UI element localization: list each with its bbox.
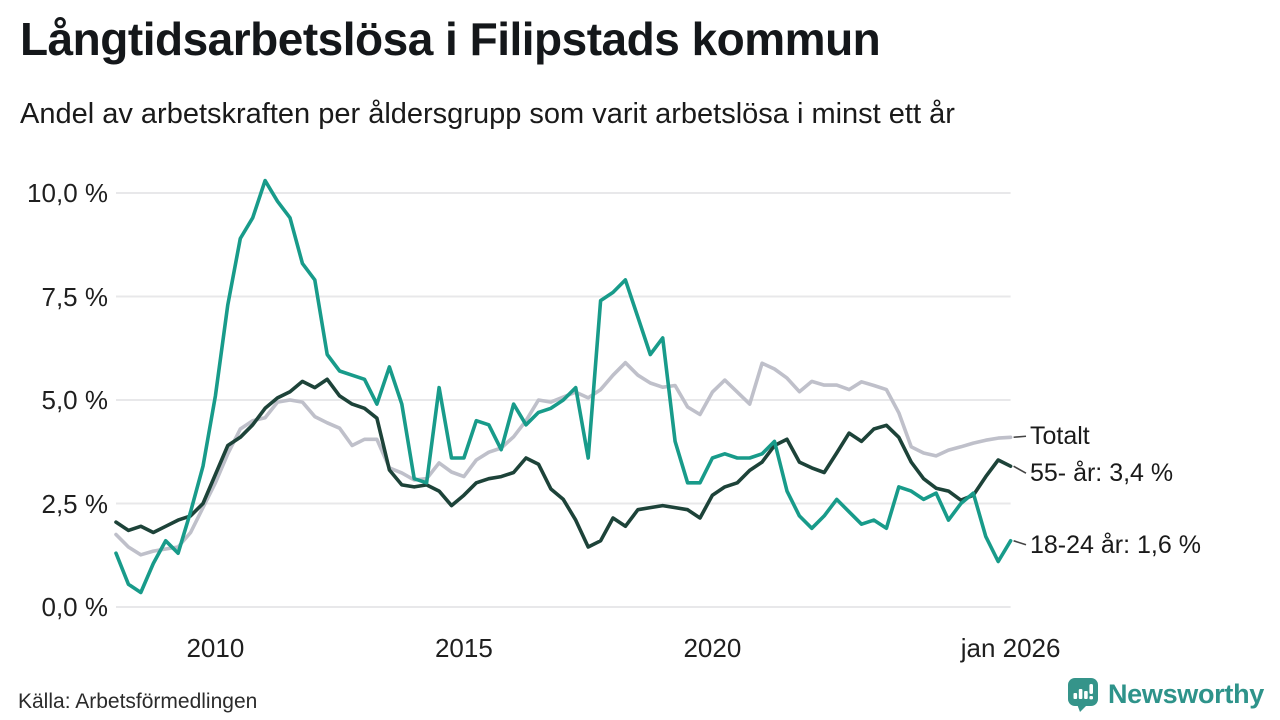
page-title: Långtidsarbetslösa i Filipstads kommun (20, 13, 881, 65)
y-tick-label: 5,0 % (41, 385, 109, 415)
label-leader-line (1013, 435, 1027, 439)
series-line-totalt (114, 360, 1013, 557)
series-end-label-totalt: Totalt (1030, 422, 1090, 451)
y-tick-label: 7,5 % (41, 281, 109, 312)
bar-chart-speech-bubble-icon (1067, 678, 1098, 712)
series-line-55-r (114, 377, 1013, 549)
x-tick-label: jan 2026 (960, 633, 1061, 663)
newsworthy-logo: Newsworthy (1066, 676, 1264, 712)
label-leader-line (1013, 539, 1027, 546)
series-end-label-18-24-r: 18-24 år: 1,6 % (1030, 530, 1201, 559)
x-tick-label: 2015 (434, 633, 493, 663)
page-subtitle: Andel av arbetskraften per åldersgrupp s… (20, 98, 955, 130)
series-end-label-55-r: 55- år: 3,4 % (1030, 459, 1174, 488)
label-leader-line (1013, 465, 1027, 474)
x-tick-label: 2020 (683, 633, 742, 663)
y-tick-label: 10,0 % (27, 178, 108, 208)
y-tick-label: 2,5 % (41, 488, 109, 519)
source-note: Källa: Arbetsförmedlingen (18, 690, 258, 713)
newsworthy-wordmark: Newsworthy (1107, 678, 1264, 709)
x-tick-label: 2010 (186, 633, 245, 663)
y-tick-label: 0,0 % (41, 592, 109, 622)
series-line-18-24-r (114, 178, 1013, 595)
